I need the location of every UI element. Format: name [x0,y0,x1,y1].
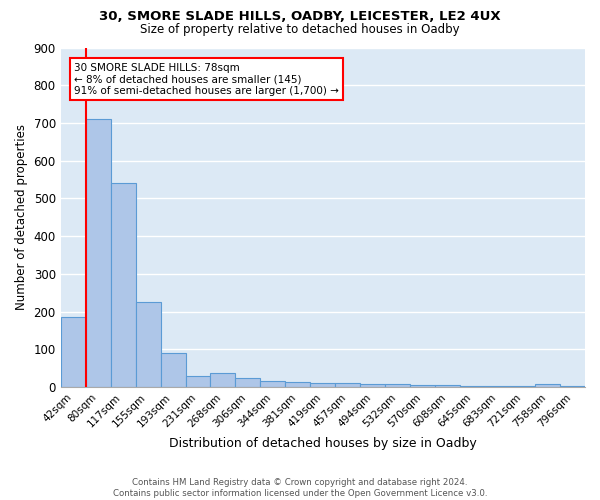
Bar [310,383,335,387]
Text: Size of property relative to detached houses in Oadby: Size of property relative to detached ho… [140,22,460,36]
Bar [110,184,136,387]
Bar [136,302,161,387]
Bar [211,372,235,387]
Bar [335,383,360,387]
Y-axis label: Number of detached properties: Number of detached properties [15,124,28,310]
Bar [435,385,460,387]
Bar [61,317,86,387]
Text: Contains HM Land Registry data © Crown copyright and database right 2024.
Contai: Contains HM Land Registry data © Crown c… [113,478,487,498]
Bar [161,353,185,387]
Bar [410,385,435,387]
Bar [385,384,410,387]
Bar [510,386,535,387]
Bar [560,386,585,387]
Bar [260,382,286,387]
Bar [460,386,485,387]
Bar [360,384,385,387]
Text: 30 SMORE SLADE HILLS: 78sqm
← 8% of detached houses are smaller (145)
91% of sem: 30 SMORE SLADE HILLS: 78sqm ← 8% of deta… [74,62,339,96]
Bar [485,386,510,387]
Bar [185,376,211,387]
X-axis label: Distribution of detached houses by size in Oadby: Distribution of detached houses by size … [169,437,477,450]
Bar [235,378,260,387]
Text: 30, SMORE SLADE HILLS, OADBY, LEICESTER, LE2 4UX: 30, SMORE SLADE HILLS, OADBY, LEICESTER,… [99,10,501,23]
Bar [535,384,560,387]
Bar [286,382,310,387]
Bar [86,119,110,387]
